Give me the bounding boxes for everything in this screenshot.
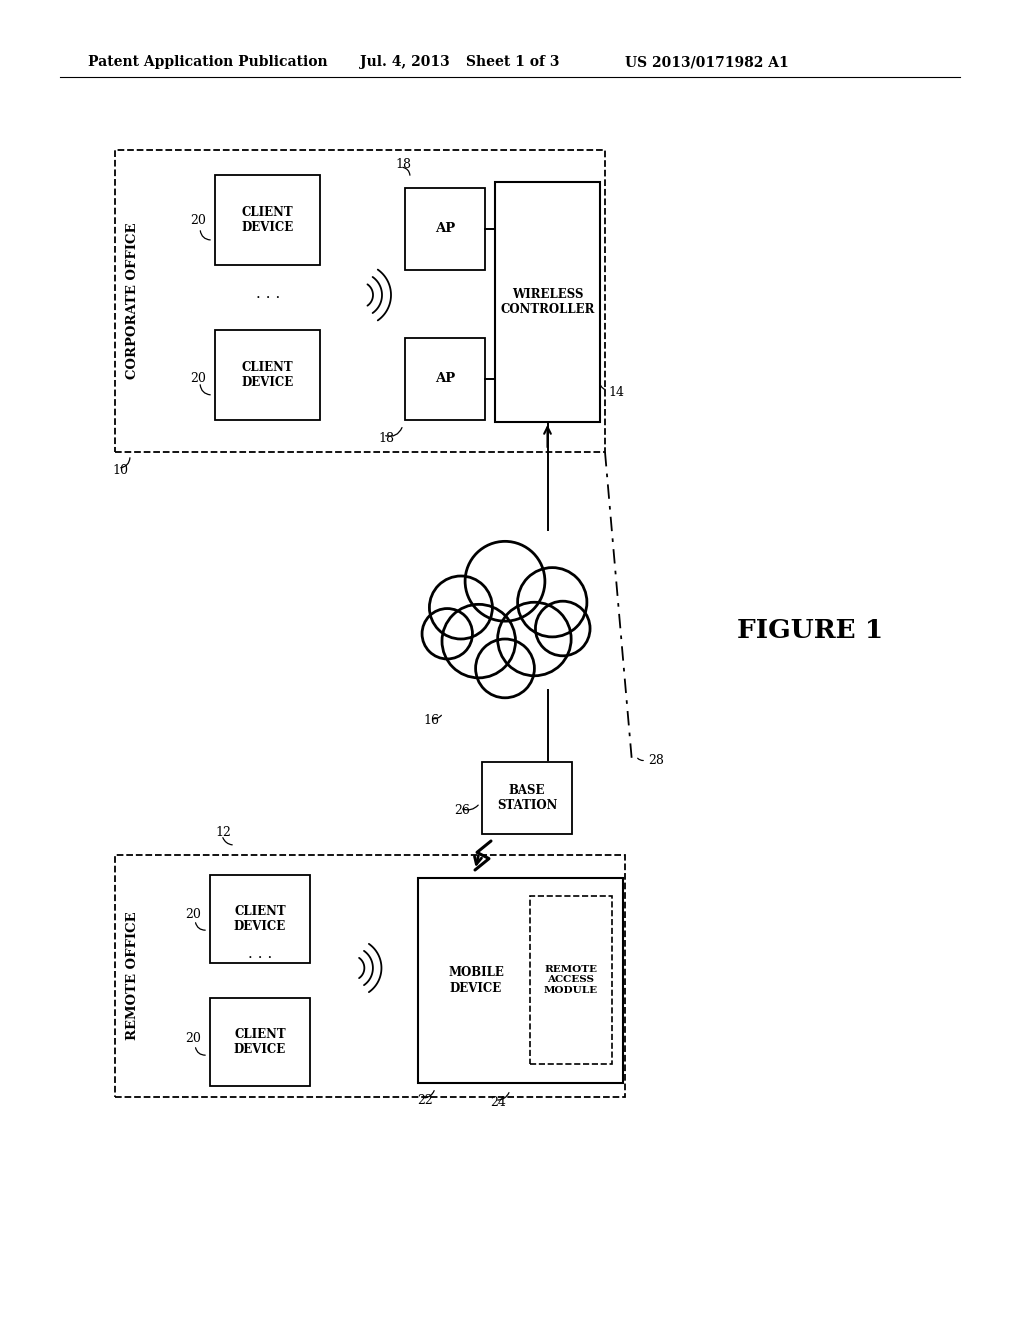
Circle shape: [517, 568, 587, 636]
Text: CLIENT
DEVICE: CLIENT DEVICE: [242, 360, 294, 389]
Bar: [406, 187, 485, 271]
Text: 20: 20: [190, 214, 206, 227]
Bar: [115, 855, 625, 1097]
Text: 18: 18: [395, 158, 411, 172]
Circle shape: [536, 601, 590, 656]
Circle shape: [498, 602, 571, 676]
Bar: [406, 338, 485, 420]
Text: FIGURE 1: FIGURE 1: [737, 618, 883, 643]
Text: REMOTE OFFICE: REMOTE OFFICE: [127, 912, 139, 1040]
Text: CLIENT
DEVICE: CLIENT DEVICE: [233, 906, 286, 933]
Text: 16: 16: [423, 714, 439, 726]
Circle shape: [422, 609, 472, 659]
Text: · · ·: · · ·: [248, 950, 272, 965]
Circle shape: [429, 576, 493, 639]
Bar: [215, 176, 319, 265]
Text: Sheet 1 of 3: Sheet 1 of 3: [466, 55, 559, 69]
Circle shape: [465, 541, 545, 622]
Text: 20: 20: [185, 1031, 201, 1044]
Text: REMOTE
ACCESS
MODULE: REMOTE ACCESS MODULE: [544, 965, 598, 995]
Bar: [115, 150, 605, 451]
Bar: [210, 998, 310, 1086]
Text: 28: 28: [648, 754, 664, 767]
Text: AP: AP: [435, 372, 455, 385]
Text: 24: 24: [490, 1096, 506, 1109]
Text: 20: 20: [185, 908, 201, 921]
Text: Patent Application Publication: Patent Application Publication: [88, 55, 328, 69]
Bar: [530, 896, 612, 1064]
Bar: [210, 875, 310, 964]
Text: 20: 20: [190, 371, 206, 384]
Text: WIRELESS
CONTROLLER: WIRELESS CONTROLLER: [501, 288, 595, 315]
Text: CLIENT
DEVICE: CLIENT DEVICE: [242, 206, 294, 234]
Text: Jul. 4, 2013: Jul. 4, 2013: [360, 55, 450, 69]
Circle shape: [475, 639, 535, 698]
Text: MOBILE
DEVICE: MOBILE DEVICE: [449, 966, 504, 994]
Text: AP: AP: [435, 223, 455, 235]
Bar: [418, 878, 623, 1082]
Bar: [495, 182, 600, 422]
Text: 18: 18: [378, 432, 394, 445]
Text: · · ·: · · ·: [256, 290, 281, 305]
Text: 14: 14: [608, 385, 624, 399]
Text: BASE
STATION: BASE STATION: [497, 784, 557, 812]
Text: 22: 22: [417, 1093, 433, 1106]
Text: CORPORATE OFFICE: CORPORATE OFFICE: [127, 223, 139, 379]
Text: 12: 12: [215, 826, 230, 840]
Text: 26: 26: [454, 804, 470, 817]
Text: US 2013/0171982 A1: US 2013/0171982 A1: [625, 55, 788, 69]
Text: CLIENT
DEVICE: CLIENT DEVICE: [233, 1028, 286, 1056]
Bar: [482, 762, 572, 834]
Bar: [215, 330, 319, 420]
Circle shape: [442, 605, 515, 678]
Text: 10: 10: [112, 463, 128, 477]
